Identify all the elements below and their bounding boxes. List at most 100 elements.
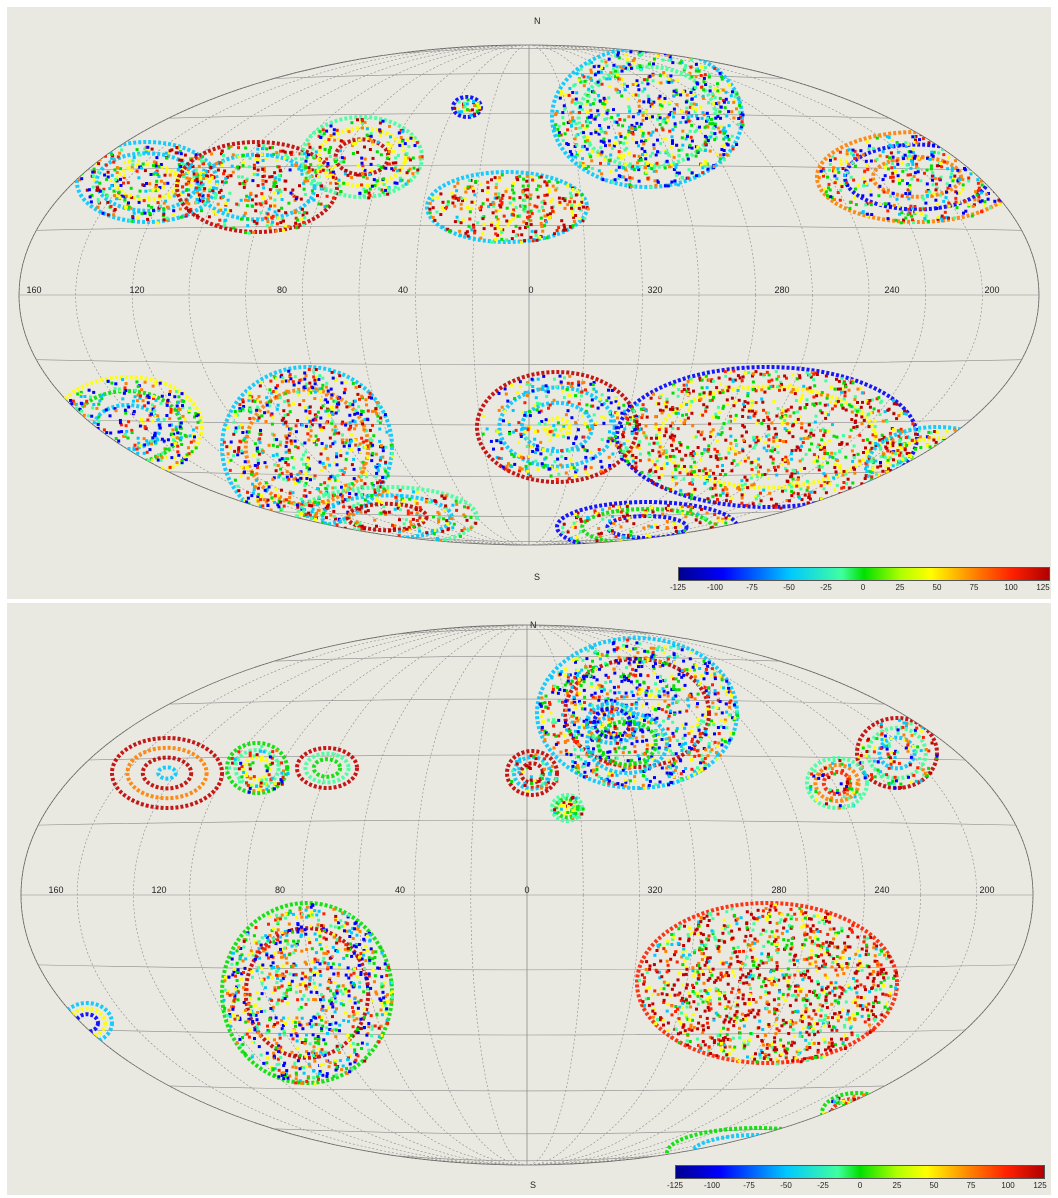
- data-point: [868, 144, 871, 148]
- data-point: [718, 391, 722, 395]
- data-point: [708, 392, 712, 396]
- data-point: [356, 173, 360, 177]
- data-point: [143, 380, 147, 384]
- data-point: [385, 185, 389, 189]
- data-point: [354, 492, 358, 496]
- data-point: [782, 440, 785, 443]
- data-point: [172, 194, 176, 198]
- data-point: [279, 190, 283, 194]
- data-point: [261, 167, 265, 171]
- data-point: [931, 178, 934, 182]
- data-point: [247, 391, 251, 395]
- data-point: [506, 399, 510, 403]
- data-point: [796, 417, 800, 421]
- data-point: [179, 438, 183, 442]
- data-point: [361, 167, 365, 171]
- data-point: [677, 148, 681, 152]
- data-point: [275, 377, 278, 381]
- data-point: [324, 398, 328, 402]
- data-point: [181, 414, 185, 418]
- data-point: [154, 454, 158, 458]
- data-point: [672, 155, 676, 159]
- data-point: [719, 433, 723, 437]
- data-point: [544, 389, 548, 393]
- data-point: [220, 163, 224, 167]
- data-point: [292, 383, 296, 387]
- data-point: [929, 164, 933, 168]
- data-point: [819, 484, 823, 488]
- scan-ring: [475, 370, 639, 484]
- data-point: [940, 219, 944, 223]
- data-point: [869, 178, 873, 182]
- data-point: [655, 49, 659, 53]
- data-point: [439, 192, 443, 196]
- data-point: [534, 430, 537, 434]
- data-point: [658, 116, 662, 120]
- data-point: [636, 109, 640, 112]
- data-point: [626, 439, 629, 443]
- data-point: [214, 162, 218, 166]
- data-point: [803, 493, 807, 497]
- data-point: [776, 407, 780, 411]
- data-point: [721, 390, 725, 394]
- data-point: [487, 205, 491, 209]
- data-point: [166, 181, 170, 185]
- data-point: [290, 501, 293, 505]
- data-point: [120, 194, 124, 198]
- data-point: [692, 389, 695, 393]
- data-point: [682, 477, 686, 481]
- data-point: [897, 204, 901, 208]
- data-point: [609, 153, 613, 157]
- data-point: [83, 447, 87, 451]
- data-point: [324, 393, 328, 397]
- data-point: [678, 449, 681, 453]
- data-point: [626, 97, 630, 101]
- data-point: [472, 225, 476, 229]
- data-point: [354, 443, 358, 447]
- data-point: [883, 439, 887, 443]
- data-point: [110, 464, 114, 468]
- data-point: [78, 437, 82, 441]
- data-point: [582, 75, 586, 79]
- data-point: [327, 151, 331, 155]
- data-point: [662, 462, 666, 466]
- data-point: [628, 183, 632, 187]
- data-point: [91, 427, 95, 431]
- data-point: [411, 138, 415, 141]
- data-point: [602, 105, 606, 109]
- data-point: [301, 500, 304, 504]
- data-point: [623, 118, 627, 122]
- data-point: [273, 204, 277, 208]
- data-point: [631, 459, 635, 463]
- data-point: [719, 382, 722, 386]
- data-point: [887, 136, 891, 139]
- data-point: [615, 120, 619, 124]
- data-point: [520, 410, 524, 414]
- data-point: [826, 461, 829, 465]
- data-point: [935, 164, 939, 168]
- data-point: [852, 178, 856, 182]
- data-point: [183, 455, 187, 459]
- data-point: [468, 109, 472, 113]
- data-point: [68, 409, 72, 412]
- data-point: [576, 190, 580, 194]
- data-point: [275, 438, 279, 442]
- data-point: [913, 171, 917, 175]
- data-point: [589, 155, 593, 159]
- data-point: [274, 386, 278, 390]
- data-point: [767, 380, 771, 383]
- data-point: [97, 170, 100, 174]
- data-point: [340, 438, 344, 442]
- data-point: [508, 220, 512, 224]
- data-point: [608, 441, 612, 445]
- data-point: [740, 125, 744, 129]
- data-point: [216, 168, 220, 172]
- data-point: [82, 413, 86, 417]
- data-point: [257, 414, 261, 418]
- data-point: [255, 466, 259, 469]
- data-point: [673, 124, 677, 128]
- data-point: [368, 187, 372, 191]
- data-point: [318, 145, 322, 149]
- data-point: [462, 101, 466, 105]
- data-point: [706, 116, 710, 120]
